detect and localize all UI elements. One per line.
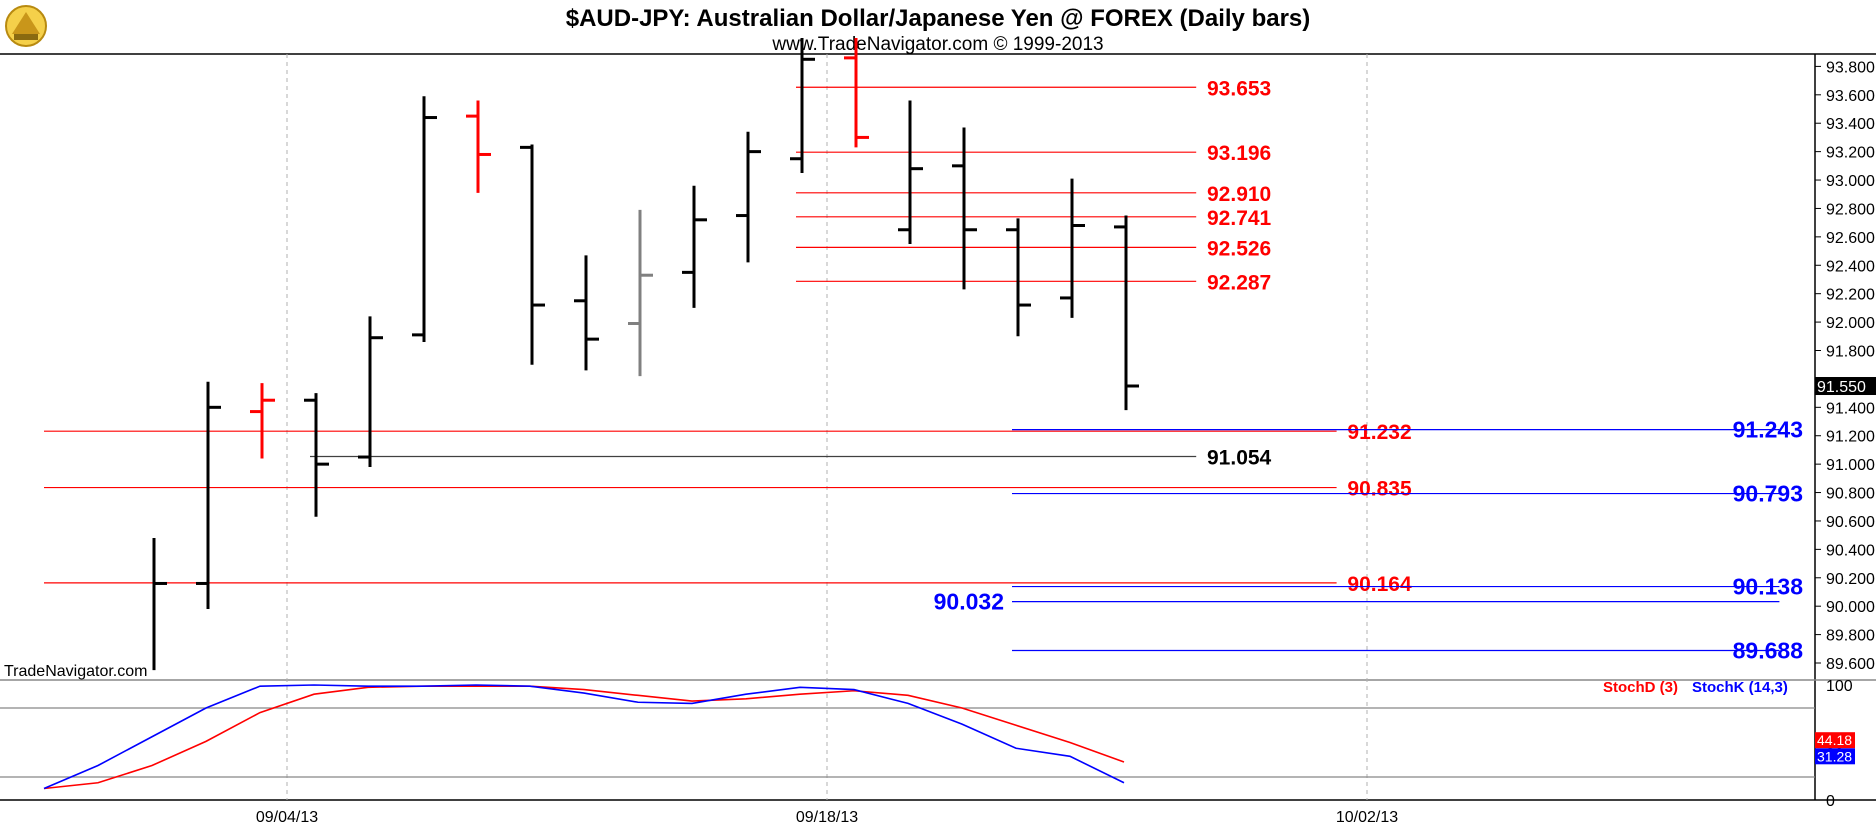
level-label: 91.232 — [1347, 421, 1411, 444]
level-label: 92.910 — [1207, 183, 1271, 206]
price-tick-label: 90.000 — [1826, 599, 1875, 616]
price-tick-label: 92.800 — [1826, 201, 1875, 218]
stoch-last-value-box — [1815, 732, 1855, 749]
price-axis: 93.800 93.600 93.400 93.200 93.000 92.800 92.6… — [1815, 59, 1876, 673]
price-tick-label: 93.200 — [1826, 145, 1875, 162]
ohlc-bar — [628, 209, 653, 377]
ohlc-bar — [952, 127, 977, 290]
stoch-last-value-box — [1815, 748, 1855, 765]
ohlc-bar — [682, 185, 707, 308]
price-tick-label: 91.200 — [1826, 429, 1875, 446]
price-tick-label: 92.200 — [1826, 287, 1875, 304]
stoch-legend-item: StochK (14,3) — [1692, 679, 1788, 696]
ohlc-bar — [736, 131, 761, 263]
ohlc-bar — [520, 144, 545, 365]
date-tick-label: 09/04/13 — [256, 809, 318, 826]
ohlc-bar — [844, 37, 869, 148]
ohlc-bar — [304, 393, 329, 517]
trade-navigator-logo — [5, 5, 47, 47]
ohlc-bar — [152, 538, 167, 671]
time-axis: 09/04/13 09/18/13 10/02/13 — [256, 809, 1398, 826]
price-tick-label: 92.400 — [1826, 258, 1875, 275]
stoch-last-value-label: 31.28 — [1817, 748, 1852, 764]
last-price-label: 91.550 — [1817, 379, 1866, 396]
ohlc-bar — [898, 100, 923, 244]
level-label: 89.688 — [1733, 638, 1804, 664]
stochastic-legend: StochD (3) StochK (14,3) — [1603, 679, 1788, 696]
watermark: TradeNavigator.com — [4, 663, 147, 680]
stoch-series-line — [43, 685, 1125, 790]
price-tick-label: 91.400 — [1826, 400, 1875, 417]
level-label: 93.196 — [1207, 142, 1271, 165]
level-label: 90.835 — [1347, 478, 1412, 501]
level-label: 92.526 — [1207, 237, 1271, 260]
level-label: 90.793 — [1733, 481, 1803, 507]
stoch-last-value-label: 44.18 — [1817, 732, 1852, 748]
price-tick-label: 90.400 — [1826, 542, 1875, 559]
ohlc-bar — [466, 100, 491, 193]
price-tick-label: 90.600 — [1826, 514, 1875, 531]
last-price-box — [1815, 377, 1876, 396]
date-tick-label: 10/02/13 — [1336, 809, 1398, 826]
price-tick-label: 92.000 — [1826, 315, 1875, 332]
ohlc-bar — [1114, 215, 1139, 411]
price-tick-label: 90.800 — [1826, 486, 1875, 503]
price-tick-label: 91.800 — [1826, 344, 1875, 361]
price-tick-label: 93.600 — [1826, 88, 1875, 105]
level-label: 91.054 — [1207, 446, 1272, 469]
ohlc-bar — [790, 37, 815, 173]
price-tick-label: 89.600 — [1826, 656, 1875, 673]
level-label: 92.741 — [1207, 207, 1272, 230]
ohlc-bar — [574, 255, 599, 371]
level-label: 93.653 — [1207, 77, 1271, 100]
level-label: 90.032 — [934, 589, 1004, 615]
stoch-series-line — [43, 684, 1125, 790]
stoch-tick-label: 0 — [1826, 793, 1835, 810]
level-label: 91.243 — [1733, 417, 1803, 443]
price-tick-label: 93.400 — [1826, 116, 1875, 133]
price-tick-label: 89.800 — [1826, 628, 1875, 645]
price-tick-label: 92.600 — [1826, 230, 1875, 247]
date-tick-label: 09/18/13 — [796, 809, 858, 826]
ohlc-bar — [1060, 178, 1085, 318]
level-label: 90.164 — [1347, 573, 1412, 596]
level-label: 90.138 — [1733, 574, 1804, 600]
stoch-legend-item: StochD (3) — [1603, 679, 1678, 696]
price-tick-label: 91.000 — [1826, 457, 1875, 474]
chart-title: $AUD-JPY: Australian Dollar/Japanese Yen… — [566, 5, 1311, 32]
ohlc-bar — [412, 96, 437, 342]
stoch-tick-label: 100 — [1826, 678, 1853, 695]
ohlc-bar — [250, 383, 275, 459]
ohlc-bar — [358, 316, 383, 467]
price-bars — [152, 37, 1139, 671]
ohlc-bar — [196, 381, 221, 610]
price-tick-label: 90.200 — [1826, 571, 1875, 588]
price-tick-label: 93.800 — [1826, 59, 1875, 76]
level-label: 92.287 — [1207, 271, 1271, 294]
price-tick-label: 93.000 — [1826, 173, 1875, 190]
chart-subtitle: www.TradeNavigator.com © 1999-2013 — [771, 34, 1103, 55]
ohlc-bar — [1006, 218, 1031, 337]
